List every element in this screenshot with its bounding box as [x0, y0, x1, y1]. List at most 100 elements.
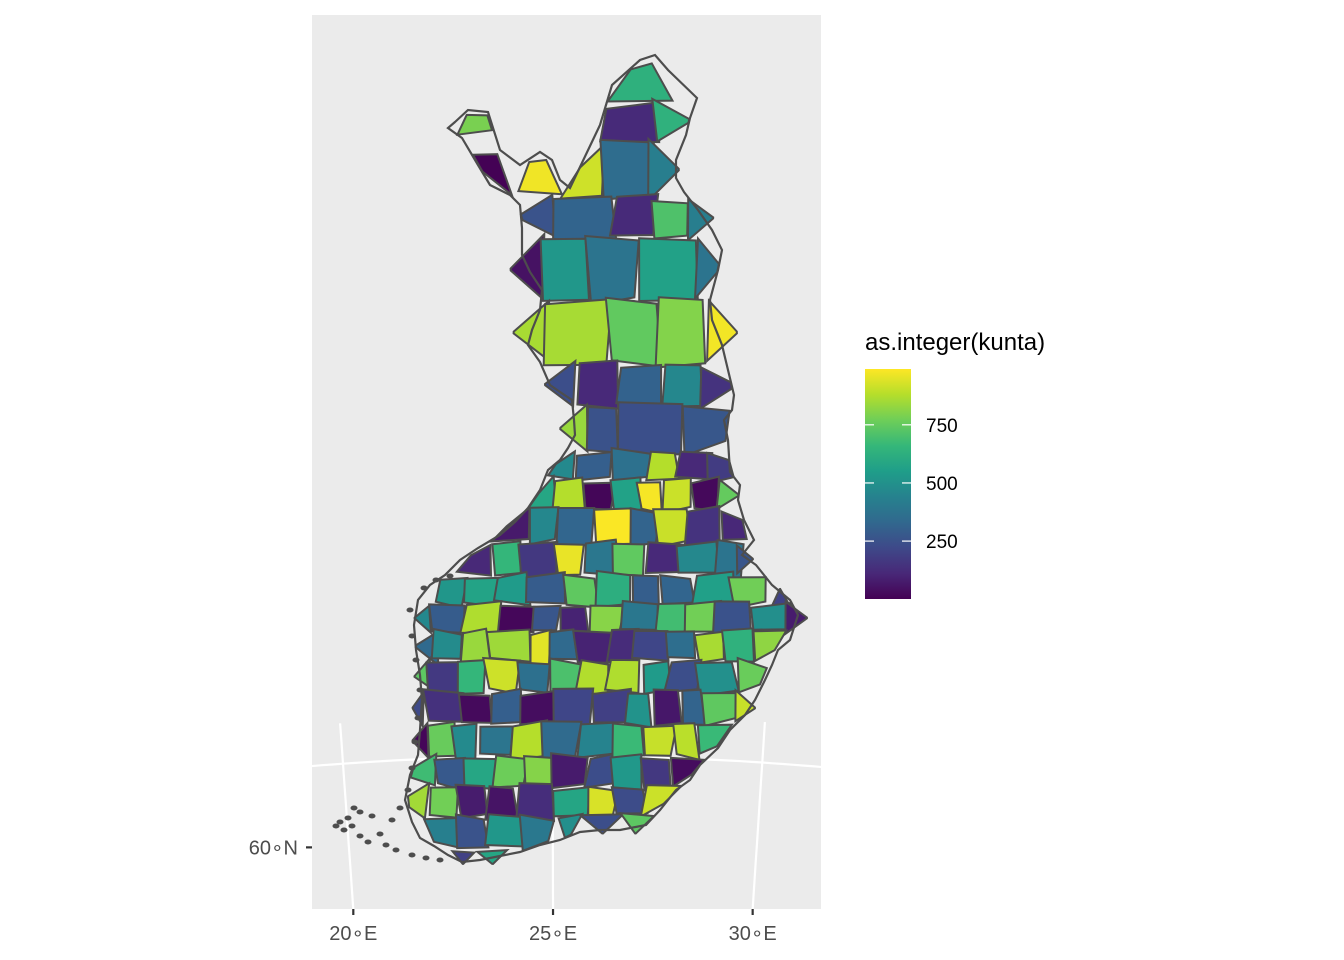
municipality-region [454, 813, 490, 850]
municipality-region [529, 628, 552, 666]
island [348, 823, 356, 829]
legend-tick-label: 250 [926, 532, 958, 553]
country-outline [403, 53, 800, 864]
municipality-region [598, 101, 661, 144]
municipality-region [479, 725, 515, 756]
municipality-region [491, 540, 522, 577]
municipality-region [605, 62, 675, 103]
municipality-region [577, 813, 626, 835]
municipality-region [650, 199, 689, 240]
municipality-region [516, 661, 551, 694]
municipality-region [664, 630, 697, 660]
municipality-region [609, 753, 643, 793]
island [356, 833, 364, 839]
municipality-region [481, 656, 522, 695]
municipality-region [619, 599, 659, 631]
island [396, 805, 404, 811]
municipality-region [669, 756, 707, 789]
municipality-region [584, 234, 640, 306]
municipality-region [654, 296, 707, 369]
x-axis-tick-label: 20∘E [329, 923, 377, 945]
island [332, 823, 340, 829]
municipality-region [454, 543, 493, 577]
municipality-region [542, 298, 613, 367]
municipality-region [459, 600, 503, 634]
island [416, 687, 424, 693]
municipality-region [450, 722, 478, 762]
island [404, 787, 412, 793]
municipality-region [550, 752, 589, 790]
island [411, 739, 419, 745]
municipality-region [421, 688, 465, 723]
municipality-region [530, 604, 562, 632]
municipality-region [672, 722, 701, 762]
municipality-region [552, 195, 618, 243]
municipality-region [736, 656, 769, 694]
municipality-region [706, 298, 738, 364]
municipality-region [485, 628, 532, 663]
municipality-region [552, 785, 592, 818]
municipality-region [409, 752, 438, 787]
island [376, 831, 384, 837]
island [336, 819, 344, 825]
municipality-region [645, 450, 681, 482]
municipality-region [604, 296, 663, 368]
municipality-region [483, 813, 525, 848]
island [408, 765, 416, 771]
municipality-region [454, 783, 489, 820]
municipality-region [555, 507, 596, 548]
graticule-meridian [836, 743, 977, 960]
municipality-region [659, 574, 696, 606]
island [436, 857, 444, 863]
municipality-region [516, 158, 564, 196]
island [368, 813, 376, 819]
municipality-region [462, 757, 498, 790]
island [364, 839, 372, 845]
municipality-region [551, 476, 586, 512]
municipality-region [752, 629, 789, 663]
legend-tick-label: 750 [926, 416, 958, 437]
island [412, 657, 420, 663]
x-axis-tick-label: 30∘E [729, 923, 777, 945]
municipality-region [585, 405, 619, 454]
municipality-region [434, 576, 469, 610]
municipality-region [572, 629, 613, 664]
municipality-region [616, 401, 684, 456]
municipality-region [455, 113, 494, 136]
municipality-region [430, 627, 463, 660]
municipality-region [490, 687, 523, 725]
municipality-region [562, 573, 600, 609]
municipality-region [457, 693, 493, 724]
island [388, 817, 396, 823]
island [414, 715, 422, 721]
island [350, 805, 358, 811]
municipality-region [696, 723, 734, 756]
municipality-region [720, 509, 748, 541]
municipality-region [683, 504, 721, 548]
municipality-region [559, 605, 590, 633]
legend-colorbar [865, 369, 911, 599]
municipality-region [540, 720, 583, 761]
municipality-region [428, 786, 460, 819]
legend-title: as.integer(kunta) [865, 329, 1045, 356]
municipality-region [675, 540, 720, 574]
island [420, 585, 428, 591]
x-axis-tick-label: 25∘E [529, 923, 577, 945]
municipality-region [638, 237, 699, 303]
island [408, 633, 416, 639]
island [340, 827, 348, 833]
municipality-region [647, 136, 680, 204]
municipality-region [599, 138, 655, 201]
graticule-meridian [551, 715, 555, 909]
island [408, 852, 416, 858]
municipality-region [630, 629, 670, 662]
island [356, 809, 364, 815]
municipality-region [611, 542, 646, 577]
municipality-region [574, 450, 613, 482]
municipality-region [496, 604, 536, 634]
island [382, 842, 390, 848]
y-axis-tick-label: 60∘N [249, 837, 298, 859]
island [432, 577, 440, 583]
municipality-region [576, 721, 615, 759]
